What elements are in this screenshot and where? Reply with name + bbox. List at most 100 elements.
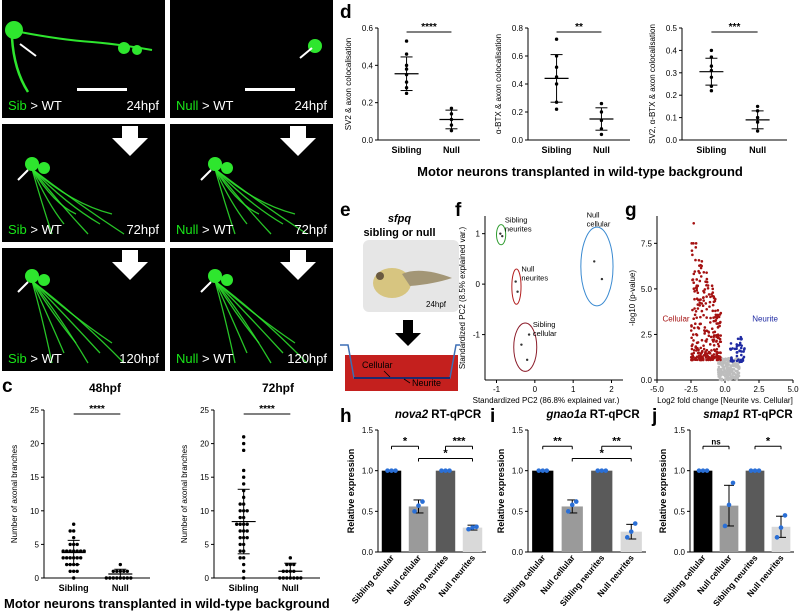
y-axis-label: Standardized PC2 (8.5% explained var.)	[458, 227, 467, 370]
chart-title-72hpf: 72hpf	[261, 381, 294, 395]
panel-letter-d: d	[340, 2, 352, 23]
arrow-icon	[200, 169, 212, 181]
cellular-point	[694, 333, 698, 336]
data-point	[71, 522, 76, 526]
timepoint-label: 120hpf	[119, 351, 159, 366]
micrograph-b-3: Null > WT 120hpf	[170, 248, 333, 371]
axon-branch	[214, 280, 284, 354]
arrow-icon	[200, 281, 212, 293]
bar	[532, 470, 554, 552]
significance-label: *	[600, 447, 605, 459]
timepoint-label: 24hpf	[126, 98, 159, 113]
axon-branch	[31, 280, 125, 364]
ns-point	[731, 363, 735, 366]
cellular-point	[715, 322, 719, 325]
y-tick-label: 0.6	[512, 52, 524, 61]
y-tick-label: 0.0	[674, 548, 686, 557]
significance-label: *	[443, 447, 448, 459]
data-point	[278, 576, 282, 580]
data-point	[554, 107, 559, 111]
y-tick-label: 20	[200, 440, 209, 449]
data-point	[554, 37, 559, 41]
y-tick-label: 0	[205, 574, 210, 583]
replicate-point	[536, 468, 542, 473]
y-tick-label: 0.3	[666, 69, 678, 78]
significance-label: *	[766, 435, 771, 447]
y-tick-label: 25	[30, 406, 39, 415]
cellular-point	[712, 316, 715, 319]
x-tick-label: 2	[609, 385, 614, 394]
pca-point	[514, 280, 517, 283]
y-axis-label: Relative expression	[346, 449, 356, 534]
y-tick-label: 1.0	[512, 467, 524, 476]
strain-label: Sib	[8, 222, 27, 237]
replicate-point	[774, 535, 780, 540]
cellular-point	[712, 343, 716, 347]
panel-letter-h: h	[340, 406, 352, 427]
cellular-point	[704, 302, 708, 305]
ns-point	[732, 367, 736, 371]
ns-point	[717, 365, 721, 369]
data-point	[115, 569, 119, 573]
x-tick-label: 1	[571, 385, 576, 394]
cellular-point	[700, 302, 704, 305]
cellular-point	[699, 315, 702, 319]
cellular-point	[693, 313, 697, 317]
cellular-point	[695, 289, 699, 292]
axon-branch	[214, 168, 248, 225]
cellular-point	[708, 351, 712, 355]
group-label: neurites	[521, 274, 548, 283]
ns-point	[717, 361, 720, 365]
data-point	[64, 562, 69, 567]
data-point	[241, 569, 246, 573]
arrow-icon	[19, 43, 37, 57]
replicate-point	[443, 468, 448, 473]
neuron-soma	[38, 274, 50, 286]
group-ellipse	[496, 224, 507, 246]
y-tick-label: 1.5	[512, 426, 524, 435]
pca-point	[516, 290, 519, 293]
data-point	[122, 569, 126, 573]
x-category-label: Null	[749, 145, 766, 155]
x-tick-label: 0	[533, 385, 538, 394]
cellular-point	[705, 358, 708, 362]
data-point	[68, 569, 72, 573]
timepoint-label: 72hpf	[294, 222, 327, 237]
down-arrow-icon	[280, 126, 316, 156]
axon-branch	[214, 280, 272, 364]
pca-point	[525, 358, 529, 362]
y-tick-label: 0.4	[666, 46, 678, 55]
data-point	[245, 535, 249, 540]
ns-point	[722, 373, 725, 376]
neuron-soma	[221, 162, 233, 174]
axon-branch	[31, 280, 89, 364]
y-axis-label: Number of axonal branches	[10, 445, 19, 543]
panel-letter-e: e	[340, 200, 351, 221]
bar	[462, 527, 483, 552]
neurite-point	[740, 337, 743, 341]
group-label: Sibling	[533, 320, 556, 329]
cellular-point	[695, 355, 699, 359]
significance-label: **	[612, 435, 621, 447]
cellular-point	[692, 281, 696, 285]
chart-d-abtx: 0.0 0.2 0.4 0.6 0.8 Sibling Null α-BTX & axon c…	[494, 22, 630, 155]
x-category-label: Sibling cellular	[350, 552, 397, 605]
y-tick-label: 15	[200, 473, 209, 482]
cellular-point	[715, 347, 719, 351]
cellular-point	[711, 309, 715, 313]
axon-branch	[214, 168, 284, 225]
data-point	[755, 104, 760, 109]
ns-point	[720, 361, 724, 364]
neurite-point	[739, 360, 742, 364]
cellular-point	[692, 272, 696, 276]
ns-point	[726, 363, 729, 366]
cellular-pointer	[383, 370, 391, 378]
axon-branch	[31, 168, 53, 235]
y-axis-label: Number of axonal branches	[180, 445, 189, 543]
neurite-point	[735, 344, 739, 348]
ns-point	[730, 369, 733, 372]
cellular-point	[699, 275, 703, 278]
cellular-point	[693, 270, 697, 273]
data-point	[71, 576, 76, 580]
axon-branch	[31, 280, 65, 354]
